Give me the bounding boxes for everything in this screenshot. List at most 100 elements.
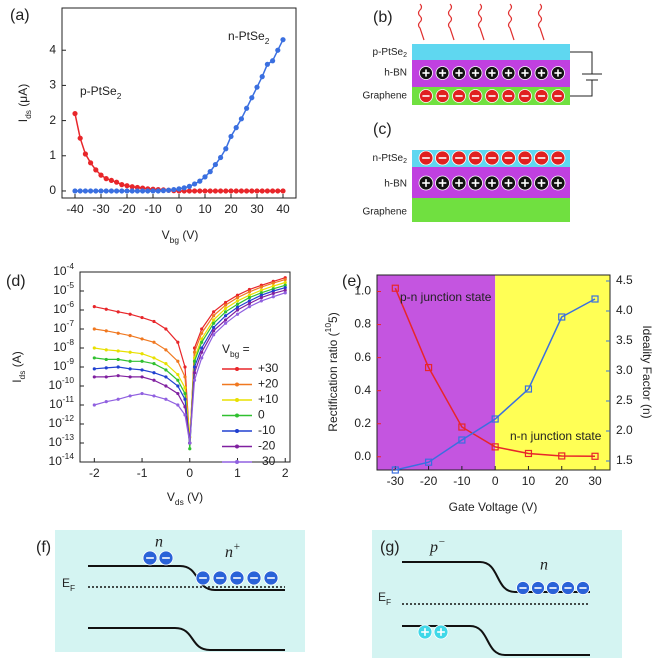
point: [164, 397, 168, 401]
point: [176, 378, 180, 382]
point: [283, 280, 287, 285]
point: [152, 394, 156, 398]
point: [192, 181, 198, 187]
point: [200, 340, 204, 344]
point: [524, 385, 533, 393]
point: [271, 291, 275, 295]
point: [200, 346, 204, 350]
x-tick-label: 0: [492, 474, 499, 488]
y2-axis-label: Ideality Factor (n): [640, 325, 654, 418]
point: [212, 329, 216, 333]
point: [88, 188, 94, 194]
series-line: [394, 287, 596, 458]
light-arrows: [417, 3, 545, 41]
y-tick-label: 0.8: [354, 317, 371, 331]
point: [116, 374, 120, 378]
point: [271, 284, 275, 288]
point: [212, 314, 216, 318]
point: [235, 305, 240, 309]
point: [259, 188, 265, 194]
panel-label: (a): [10, 7, 30, 24]
series-annotation: n-PtSe2: [228, 29, 270, 46]
point: [116, 349, 120, 353]
y-tick-label: 3.0: [616, 363, 633, 377]
point: [164, 375, 168, 379]
point: [391, 284, 399, 292]
point: [108, 188, 114, 194]
point: [254, 188, 260, 194]
point: [176, 186, 182, 192]
point: [283, 277, 287, 282]
x-tick-label: 0: [186, 466, 193, 480]
y-tick-label: 0.4: [354, 383, 371, 397]
y-tick-label: 4: [49, 42, 56, 56]
fermi-label: EF: [378, 590, 391, 607]
point: [271, 281, 275, 285]
legend-label: +20: [258, 377, 279, 391]
layer-label: h-BN: [384, 68, 407, 79]
point: [124, 188, 130, 194]
point: [247, 293, 252, 297]
y-axis-label: Ids (μA): [16, 84, 33, 122]
point: [98, 188, 104, 194]
point: [223, 300, 228, 305]
doping-label: n: [155, 534, 163, 551]
series-line: [94, 287, 286, 444]
legend-label: 0: [258, 408, 265, 422]
point: [235, 308, 240, 312]
point: [247, 295, 252, 300]
point: [233, 125, 239, 131]
point: [212, 321, 216, 325]
point: [192, 188, 198, 194]
point: [458, 436, 466, 444]
y-tick-label: 10-4: [53, 261, 74, 278]
point: [92, 375, 96, 379]
x-tick-label: 10: [522, 474, 536, 488]
panel-label: (c): [373, 121, 392, 138]
point: [183, 413, 187, 417]
point: [238, 188, 244, 194]
fermi-label: EF: [62, 576, 75, 593]
point: [164, 384, 168, 388]
legend-swatch: [235, 413, 239, 418]
point: [164, 368, 168, 372]
y-tick-label: 10-6: [53, 299, 74, 316]
point: [254, 84, 260, 90]
point: [128, 312, 132, 316]
point: [128, 367, 132, 371]
legend-swatch: [235, 460, 239, 464]
point: [458, 423, 466, 431]
point: [424, 363, 433, 372]
point: [212, 318, 216, 322]
y-tick-label: 3: [49, 78, 56, 92]
point: [119, 182, 125, 188]
legend-swatch: [235, 429, 239, 433]
point: [186, 183, 192, 189]
chart: (e) -30 -20 -10 0 10 20 30 0.0 0.2 0.4 0.6 0.8 1.0 1.5…: [323, 273, 654, 514]
point: [140, 368, 144, 372]
point: [270, 188, 276, 194]
point: [124, 183, 130, 189]
point: [92, 356, 96, 360]
point: [176, 340, 180, 344]
point: [114, 179, 120, 185]
point: [247, 305, 252, 309]
x-tick-label: -30: [92, 202, 110, 216]
y-tick-label: 0.2: [354, 416, 371, 430]
layer-label: Graphene: [363, 91, 408, 102]
point: [491, 415, 499, 423]
doping-label: p−: [429, 536, 446, 556]
x-axis-label: Gate Voltage (V): [449, 500, 538, 514]
point: [200, 337, 204, 341]
point: [72, 110, 78, 117]
y-tick-label: 1.0: [354, 284, 371, 298]
point: [82, 151, 88, 157]
layer-label: n-PtSe2: [373, 153, 408, 166]
chart: (d)-2 -1 0 1 210-410-510-610-710-810-910-101…: [6, 261, 291, 507]
y-tick-label: 10-14: [49, 451, 75, 468]
legend-title: Vbg =: [222, 342, 250, 359]
point: [183, 375, 187, 379]
charges: [419, 66, 565, 103]
x-tick-label: 2: [282, 466, 289, 480]
